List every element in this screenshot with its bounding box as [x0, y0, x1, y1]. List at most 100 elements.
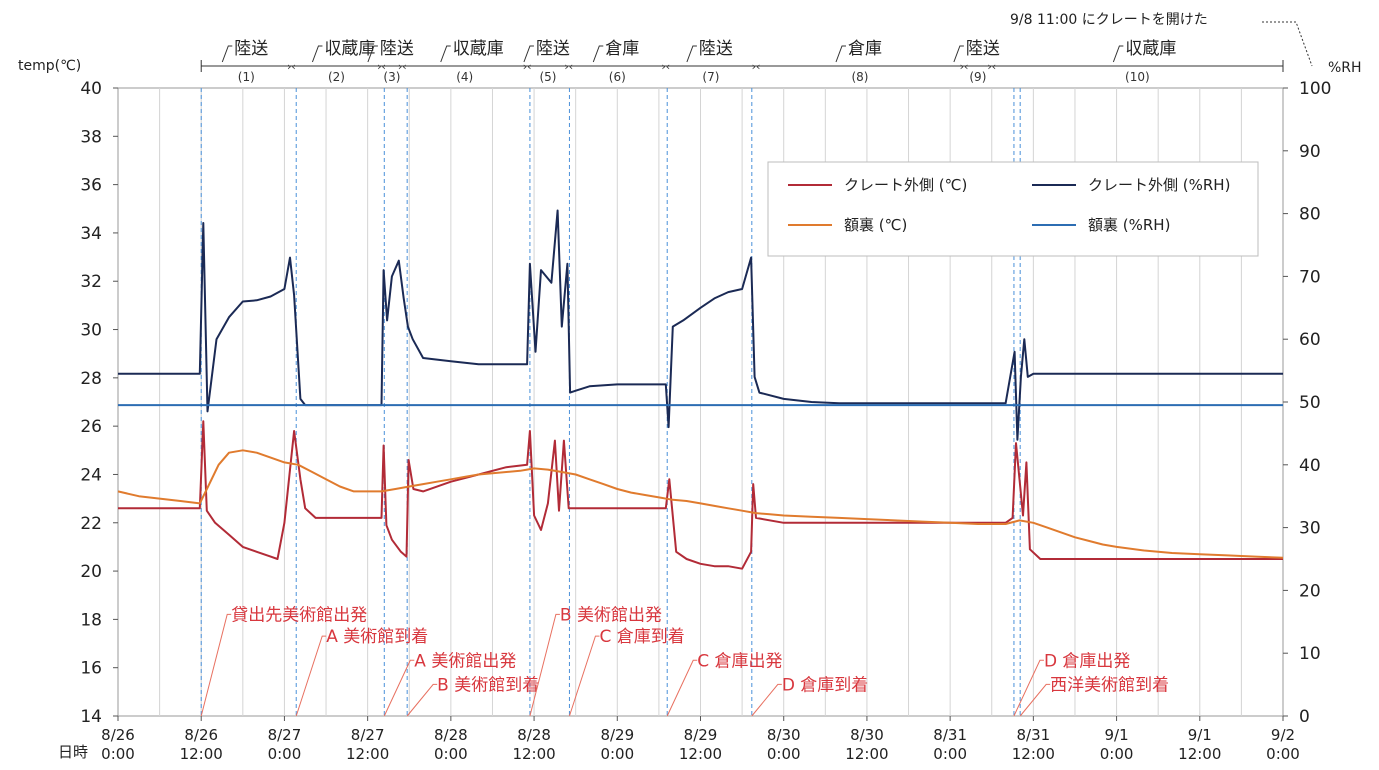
- legend-label: クレート外側 (℃): [844, 176, 967, 194]
- y-left-tick-label: 26: [80, 417, 102, 437]
- x-tick-label-time: 0:00: [933, 745, 967, 763]
- legend: クレート外側 (℃) クレート外側 (%RH) 額裏 (℃) 額裏 (%RH): [767, 161, 1259, 257]
- y-right-tick-label: 60: [1299, 330, 1321, 350]
- x-tick-label-time: 12:00: [679, 745, 722, 763]
- event-label: B 美術館出発: [560, 605, 662, 625]
- event-label: C 倉庫出発: [697, 651, 782, 671]
- y-left-tick-label: 20: [80, 562, 102, 582]
- legend-label: クレート外側 (%RH): [1088, 176, 1230, 194]
- y-right-tick-label: 0: [1299, 707, 1310, 727]
- phase-boundary-mark: ›‹: [960, 60, 969, 73]
- phase-boundary-mark: ›‹: [287, 60, 296, 73]
- y-left-tick-label: 18: [80, 610, 102, 630]
- y-right-tick-label: 30: [1299, 519, 1321, 539]
- x-tick-label-date: 8/27: [351, 726, 385, 744]
- phase-boundary-mark: ›‹: [377, 60, 386, 73]
- event-label: D 倉庫到着: [782, 675, 869, 695]
- phase-boundary-mark: ›‹: [523, 60, 532, 73]
- phase-boundary-mark: ›‹: [987, 60, 996, 73]
- phase-number: (3): [383, 70, 400, 84]
- x-tick-label-time: 12:00: [1012, 745, 1055, 763]
- event-leader: [529, 613, 560, 717]
- event-label: 貸出先美術館出発: [231, 605, 367, 625]
- phase-name: 収蔵庫: [324, 39, 375, 59]
- phase-leader: [440, 45, 451, 63]
- x-tick-label-time: 0:00: [434, 745, 468, 763]
- x-tick-label-date: 8/27: [268, 726, 302, 744]
- y-right-tick-label: 10: [1299, 644, 1321, 664]
- phase-boundary-mark: ›‹: [564, 60, 573, 73]
- event-leader: [751, 683, 782, 717]
- phase-leader: [953, 45, 964, 63]
- x-tick-label-date: 8/29: [600, 726, 634, 744]
- x-tick-label-time: 0:00: [268, 745, 302, 763]
- y-right-tick-label: 80: [1299, 205, 1321, 225]
- phase-leader: [221, 45, 233, 63]
- event-leader: [568, 635, 600, 717]
- phase-name: 陸送: [536, 39, 570, 59]
- x-tick-label-date: 9/1: [1105, 726, 1129, 744]
- event-label: D 倉庫出発: [1044, 651, 1131, 671]
- event-label: C 倉庫到着: [599, 627, 684, 647]
- phase-name: 収蔵庫: [1125, 39, 1176, 59]
- x-tick-label-date: 8/30: [850, 726, 884, 744]
- series-line: [117, 449, 1284, 559]
- x-tick-label-date: 8/28: [434, 726, 468, 744]
- phase-number: (7): [702, 70, 719, 84]
- phase-number: (10): [1125, 70, 1150, 84]
- x-tick-label-time: 0:00: [1266, 745, 1300, 763]
- phase-leader: [311, 45, 323, 63]
- series-line: [118, 209, 1283, 441]
- top-note-leader: [1262, 21, 1313, 67]
- x-tick-label-date: 8/31: [1017, 726, 1051, 744]
- y-right-tick-label: 70: [1299, 267, 1321, 287]
- phase-name: 倉庫: [848, 39, 882, 59]
- phase-leader: [367, 45, 378, 63]
- phase-leader: [1112, 45, 1124, 63]
- x-tick-label-time: 0:00: [767, 745, 801, 763]
- phase-number: (6): [609, 70, 626, 84]
- x-tick-label-time: 12:00: [1178, 745, 1221, 763]
- y-axis-right-label: %RH: [1328, 60, 1362, 76]
- x-tick-label-date: 8/28: [517, 726, 551, 744]
- y-left-tick-label: 24: [80, 465, 102, 485]
- y-left-tick-label: 30: [80, 321, 102, 341]
- x-tick-label-date: 8/31: [933, 726, 967, 744]
- phase-leader: [592, 45, 604, 63]
- event-leader: [1013, 659, 1044, 717]
- phase-name: 陸送: [966, 39, 1000, 59]
- y-axis-left-label: temp(℃): [18, 58, 81, 74]
- axes: 14 16 18 20 22 24 26 28 30 32 34 36 38 40 0 10 20 30 40 50 6…: [80, 79, 1331, 763]
- phase-number: (1): [238, 70, 255, 84]
- event-label: 西洋美術館到着: [1050, 675, 1169, 695]
- y-right-tick-label: 100: [1299, 79, 1331, 99]
- x-tick-label-time: 0:00: [101, 745, 135, 763]
- y-right-tick-label: 90: [1299, 142, 1321, 162]
- x-tick-label-time: 0:00: [600, 745, 634, 763]
- x-tick-label-date: 9/1: [1188, 726, 1212, 744]
- x-tick-label-date: 8/30: [767, 726, 801, 744]
- y-left-tick-label: 36: [80, 176, 102, 196]
- series-line: [118, 420, 1283, 570]
- event-leader: [666, 659, 698, 717]
- legend-label: 額裏 (℃): [844, 216, 907, 234]
- phase-bar: (1)陸送›‹(2)収蔵庫›‹(3)陸送›‹(4)収蔵庫›‹(5)陸送›‹(6)…: [200, 21, 1313, 84]
- phase-name: 収蔵庫: [453, 39, 504, 59]
- y-right-tick-label: 20: [1299, 581, 1321, 601]
- y-right-tick-label: 40: [1299, 456, 1321, 476]
- y-left-tick-label: 32: [80, 272, 102, 292]
- y-left-tick-label: 16: [80, 659, 102, 679]
- x-tick-label-time: 12:00: [180, 745, 223, 763]
- event-leader: [406, 683, 438, 717]
- phase-leader: [523, 45, 534, 63]
- event-label: B 美術館到着: [437, 675, 539, 695]
- legend-box: [767, 161, 1259, 257]
- phase-number: (9): [969, 70, 986, 84]
- x-axis-label: 日時: [58, 743, 88, 761]
- x-tick-label-date: 8/26: [101, 726, 135, 744]
- event-leader: [200, 613, 232, 717]
- x-tick-label-date: 9/2: [1271, 726, 1295, 744]
- y-left-tick-label: 40: [80, 79, 102, 99]
- event-label: A 美術館出発: [414, 651, 516, 671]
